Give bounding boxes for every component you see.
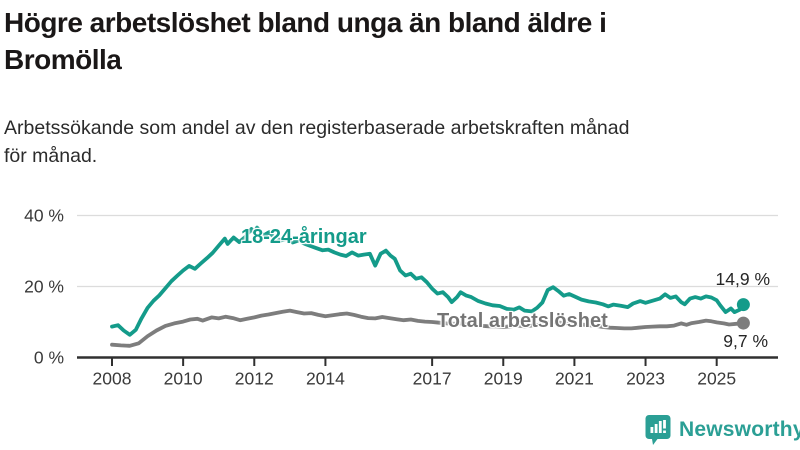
x-axis-tick-label: 2023 [626,369,665,389]
x-axis-tick-label: 2025 [697,369,736,389]
x-axis-tick-label: 2010 [164,369,203,389]
x-axis-tick-label: 2021 [555,369,594,389]
page-title-line-1: Högre arbetslöshet bland unga än bland ä… [4,7,607,38]
y-axis-tick-label: 40 % [24,206,64,226]
x-axis-tick-label: 2014 [306,369,345,389]
y-axis-tick-label: 20 % [24,277,64,297]
series-line [110,308,746,348]
y-axis-tick-label: 0 % [34,348,64,368]
series-line [110,225,746,337]
newsworthy-logo-icon [645,415,671,445]
series-end-dot [736,316,750,330]
x-axis-tick-label: 2017 [413,369,452,389]
page-title: Högre arbetslöshet bland unga än bland ä… [4,4,784,78]
x-axis-tick-label: 2012 [235,369,274,389]
newsworthy-logo[interactable]: Newsworthy [645,414,800,446]
page-title-line-2: Bromölla [4,44,122,76]
x-axis-tick-label: 2008 [93,369,132,389]
end-value-label-youth: 14,9 % [715,269,770,289]
series-end-dot [736,298,750,312]
chart-subtitle-line-1: Arbetssökande som andel av den registerb… [4,117,630,139]
x-axis-tick-label: 2019 [484,369,523,389]
series-label-youth: 18-24-åringar [241,226,367,248]
chart-subtitle: Arbetssökande som andel av den registerb… [4,114,799,171]
end-value-label-total: 9,7 % [723,331,768,351]
newsworthy-logo-text: Newsworthy [679,418,800,441]
series-label-total: Total arbetslöshet [437,310,608,332]
chart-subtitle-line-2: för månad. [4,145,98,168]
